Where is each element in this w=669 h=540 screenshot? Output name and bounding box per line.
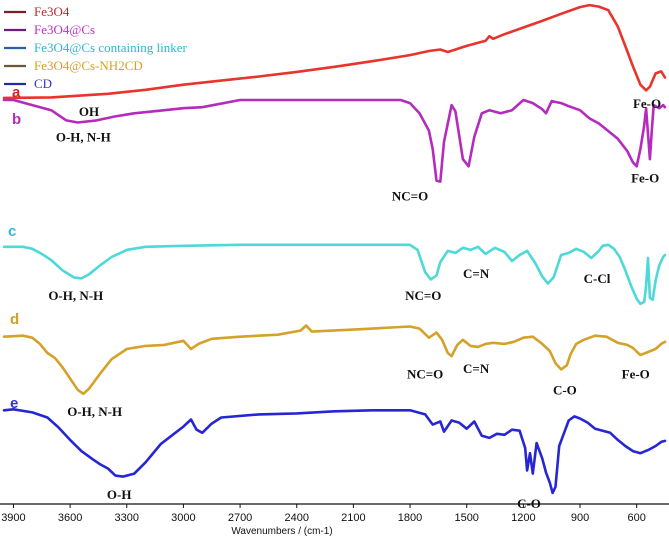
x-tick-label-8: 1500 (454, 512, 478, 524)
series-line-e (2, 408, 667, 495)
legend: Fe3O4 Fe3O4@Cs Fe3O4@Cs containing linker F… (4, 4, 187, 91)
legend-label-3: Fe3O4@Cs-NH2CD (34, 58, 143, 73)
curve-label-a: a (12, 84, 21, 101)
annotation-c-3: C-Cl (584, 271, 611, 286)
x-tick-label-11: 600 (627, 512, 645, 524)
x-tick-label-5: 2400 (284, 512, 308, 524)
annotation-e-0: O-H (107, 487, 132, 502)
x-tick-label-7: 1800 (398, 512, 422, 524)
x-tick-label-4: 2700 (228, 512, 252, 524)
annotation-a-1: Fe-O (633, 96, 661, 111)
x-tick-label-3: 3000 (171, 512, 195, 524)
x-tick-label-2: 3300 (115, 512, 139, 524)
annotation-c-2: C=N (463, 266, 490, 281)
annotation-d-3: C-O (553, 383, 577, 398)
annotation-b-0: O-H, N-H (56, 130, 111, 145)
x-axis-title: Wavenumbers / (cm-1) (231, 526, 332, 537)
annotation-b-1: NC=O (392, 189, 428, 204)
annotation-d-2: C=N (463, 361, 490, 376)
curve-label-b: b (12, 111, 21, 128)
series-line-c (2, 243, 667, 306)
curve-label-d: d (10, 311, 19, 328)
annotation-c-1: NC=O (405, 288, 441, 303)
annotation-c-0: O-H, N-H (48, 288, 103, 303)
series-line-d (2, 324, 667, 396)
annotation-b-2: Fe-O (631, 170, 659, 185)
x-tick-label-1: 3600 (58, 512, 82, 524)
legend-label-4: CD (34, 76, 52, 91)
x-tick-label-10: 900 (571, 512, 589, 524)
series-line-a (2, 3, 667, 100)
series-line-b (2, 98, 667, 183)
curve-label-c: c (8, 223, 16, 240)
x-axis: 3900 3600 3300 3000 2700 2400 2100 1800 1500 1200… (0, 503, 669, 524)
annotation-d-0: O-H, N-H (67, 404, 122, 419)
curve-label-e: e (10, 395, 18, 412)
x-tick-label-6: 2100 (341, 512, 365, 524)
legend-label-2: Fe3O4@Cs containing linker (34, 40, 187, 55)
annotation-a-0: OH (79, 104, 99, 119)
x-tick-label-9: 1200 (511, 512, 535, 524)
legend-label-0: Fe3O4 (34, 4, 70, 19)
annotation-d-4: Fe-O (622, 366, 650, 381)
legend-label-1: Fe3O4@Cs (34, 22, 95, 37)
annotation-d-1: NC=O (407, 366, 443, 381)
x-tick-label-0: 3900 (1, 512, 25, 524)
